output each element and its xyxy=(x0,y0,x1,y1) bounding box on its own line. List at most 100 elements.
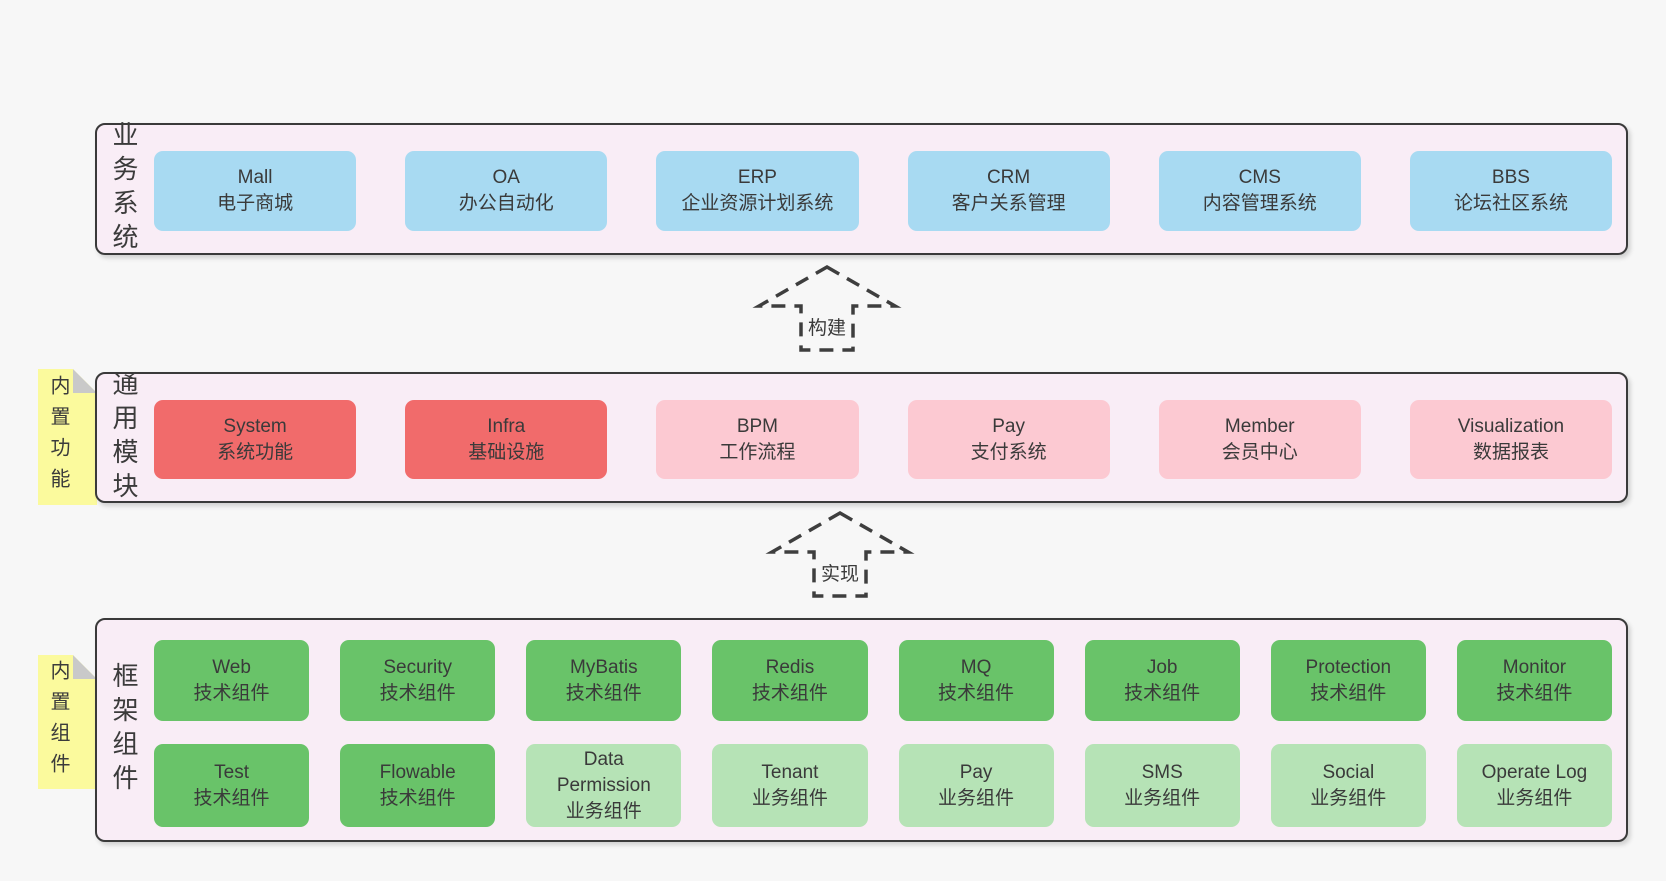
box-tenant: Tenant 业务组件 xyxy=(712,744,868,827)
arrow-label-implement: 实现 xyxy=(817,559,863,586)
box-member: Member 会员中心 xyxy=(1158,400,1361,479)
box-title: Operate Log xyxy=(1481,761,1588,783)
dashed-up-arrow-icon xyxy=(765,510,915,598)
box-sms: SMS 业务组件 xyxy=(1084,744,1240,827)
box-cms: CMS 内容管理系统 xyxy=(1158,151,1361,231)
box-title: Infra xyxy=(487,415,526,437)
box-redis: Redis 技术组件 xyxy=(712,640,868,721)
box-title: Flowable xyxy=(379,761,456,783)
box-title: BPM xyxy=(736,415,779,437)
box-monitor: Monitor 技术组件 xyxy=(1456,640,1612,721)
box-subtitle: 技术组件 xyxy=(193,787,270,809)
box-pay: Pay 支付系统 xyxy=(907,400,1110,479)
box-title: MyBatis xyxy=(570,656,638,678)
box-title: CMS xyxy=(1238,167,1281,188)
box-title: Social xyxy=(1322,761,1375,783)
box-flowable: Flowable 技术组件 xyxy=(340,744,496,827)
box-title: Visualization xyxy=(1457,415,1565,437)
box-subtitle: 工作流程 xyxy=(719,441,796,463)
box-oa: OA 办公自动化 xyxy=(405,151,608,231)
box-title: ERP xyxy=(737,167,777,188)
box-title: Tenant xyxy=(761,761,819,783)
box-mybatis: MyBatis 技术组件 xyxy=(526,640,682,721)
box-subtitle: 支付系统 xyxy=(970,441,1047,463)
box-subtitle: 技术组件 xyxy=(379,682,456,704)
band-common-modules: 通用模块 System 系统功能 Infra 基础设施 BPM 工作流程 Pay… xyxy=(95,369,1628,506)
box-pay-business: Pay 业务组件 xyxy=(898,744,1054,827)
box-subtitle: 会员中心 xyxy=(1221,441,1298,463)
box-bpm: BPM 工作流程 xyxy=(656,400,859,479)
box-job: Job 技术组件 xyxy=(1084,640,1240,721)
band-framework-components: 框架组件 Web 技术组件 Security 技术组件 MyBatis 技术组件… xyxy=(95,618,1628,842)
box-subtitle: 技术组件 xyxy=(1496,682,1573,704)
box-subtitle: 数据报表 xyxy=(1472,441,1549,463)
box-subtitle: 基础设施 xyxy=(468,441,545,463)
band-label-common-modules: 通用模块 xyxy=(109,369,139,506)
box-title: Test xyxy=(214,761,249,783)
box-title: Monitor xyxy=(1502,656,1567,678)
box-mq: MQ 技术组件 xyxy=(898,640,1054,721)
box-subtitle: 业务组件 xyxy=(1496,787,1573,809)
box-subtitle: 电子商城 xyxy=(217,193,294,214)
box-subtitle: 办公自动化 xyxy=(458,193,554,214)
box-data-permission: Data Permission 业务组件 xyxy=(526,744,682,827)
box-subtitle: 企业资源计划系统 xyxy=(681,193,834,214)
box-title: Mall xyxy=(237,167,273,188)
box-subtitle: 业务组件 xyxy=(751,787,828,809)
box-subtitle: 技术组件 xyxy=(938,682,1015,704)
box-subtitle: 技术组件 xyxy=(379,787,456,809)
box-title: OA xyxy=(492,167,520,188)
framework-components-row-1: Web 技术组件 Security 技术组件 MyBatis 技术组件 Redi… xyxy=(154,640,1612,721)
box-title: SMS xyxy=(1141,761,1183,783)
box-subtitle: 技术组件 xyxy=(565,682,642,704)
box-bbs: BBS 论坛社区系统 xyxy=(1409,151,1613,231)
box-title: BBS xyxy=(1491,167,1530,188)
box-mall: Mall 电子商城 xyxy=(154,151,357,231)
box-infra: Infra 基础设施 xyxy=(405,400,608,479)
box-subtitle: 技术组件 xyxy=(1124,682,1201,704)
box-subtitle: 技术组件 xyxy=(1310,682,1387,704)
box-subtitle: 技术组件 xyxy=(193,682,270,704)
box-subtitle: 客户关系管理 xyxy=(951,193,1066,214)
common-modules-row: System 系统功能 Infra 基础设施 BPM 工作流程 Pay 支付系统… xyxy=(154,400,1613,479)
box-subtitle: 内容管理系统 xyxy=(1202,193,1317,214)
box-title: Data Permission xyxy=(556,748,651,796)
box-title: Pay xyxy=(959,761,993,783)
box-title: Job xyxy=(1146,656,1178,678)
folded-corner-icon xyxy=(73,369,97,393)
box-title: System xyxy=(223,415,287,437)
box-title: Protection xyxy=(1305,656,1392,678)
box-subtitle: 业务组件 xyxy=(1124,787,1201,809)
box-title: Web xyxy=(212,656,251,678)
box-title: Member xyxy=(1224,415,1295,437)
folded-corner-icon xyxy=(73,655,97,679)
box-subtitle: 论坛社区系统 xyxy=(1453,193,1568,214)
band-label-framework-components: 框架组件 xyxy=(109,662,139,798)
box-web: Web 技术组件 xyxy=(154,640,310,721)
box-title: CRM xyxy=(986,167,1031,188)
box-erp: ERP 企业资源计划系统 xyxy=(656,151,859,231)
box-subtitle: 业务组件 xyxy=(565,800,642,822)
box-subtitle: 业务组件 xyxy=(938,787,1015,809)
box-title: MQ xyxy=(960,656,992,678)
dashed-up-arrow-icon xyxy=(752,264,902,352)
business-systems-row: Mall 电子商城 OA 办公自动化 ERP 企业资源计划系统 CRM 客户关系… xyxy=(154,151,1613,231)
band-label-business-systems: 业务系统 xyxy=(109,121,139,257)
arrow-implement: 实现 xyxy=(765,509,915,600)
box-title: Security xyxy=(383,656,452,678)
arrow-build: 构建 xyxy=(752,263,902,354)
box-subtitle: 技术组件 xyxy=(751,682,828,704)
band-business-systems: 业务系统 Mall 电子商城 OA 办公自动化 ERP 企业资源计划系统 CRM… xyxy=(95,121,1628,257)
framework-components-row-2: Test 技术组件 Flowable 技术组件 Data Permission … xyxy=(154,744,1612,827)
sticky-note-built-in-features: 内置功能 xyxy=(38,369,97,505)
box-test: Test 技术组件 xyxy=(154,744,310,827)
box-title: Pay xyxy=(992,415,1025,437)
box-visualization: Visualization 数据报表 xyxy=(1409,400,1613,479)
box-system: System 系统功能 xyxy=(154,400,357,479)
sticky-note-built-in-components: 内置组件 xyxy=(38,655,97,789)
sticky-label: 内置组件 xyxy=(47,660,69,784)
box-social: Social 业务组件 xyxy=(1270,744,1426,827)
box-operate-log: Operate Log 业务组件 xyxy=(1456,744,1612,827)
box-subtitle: 系统功能 xyxy=(217,441,294,463)
